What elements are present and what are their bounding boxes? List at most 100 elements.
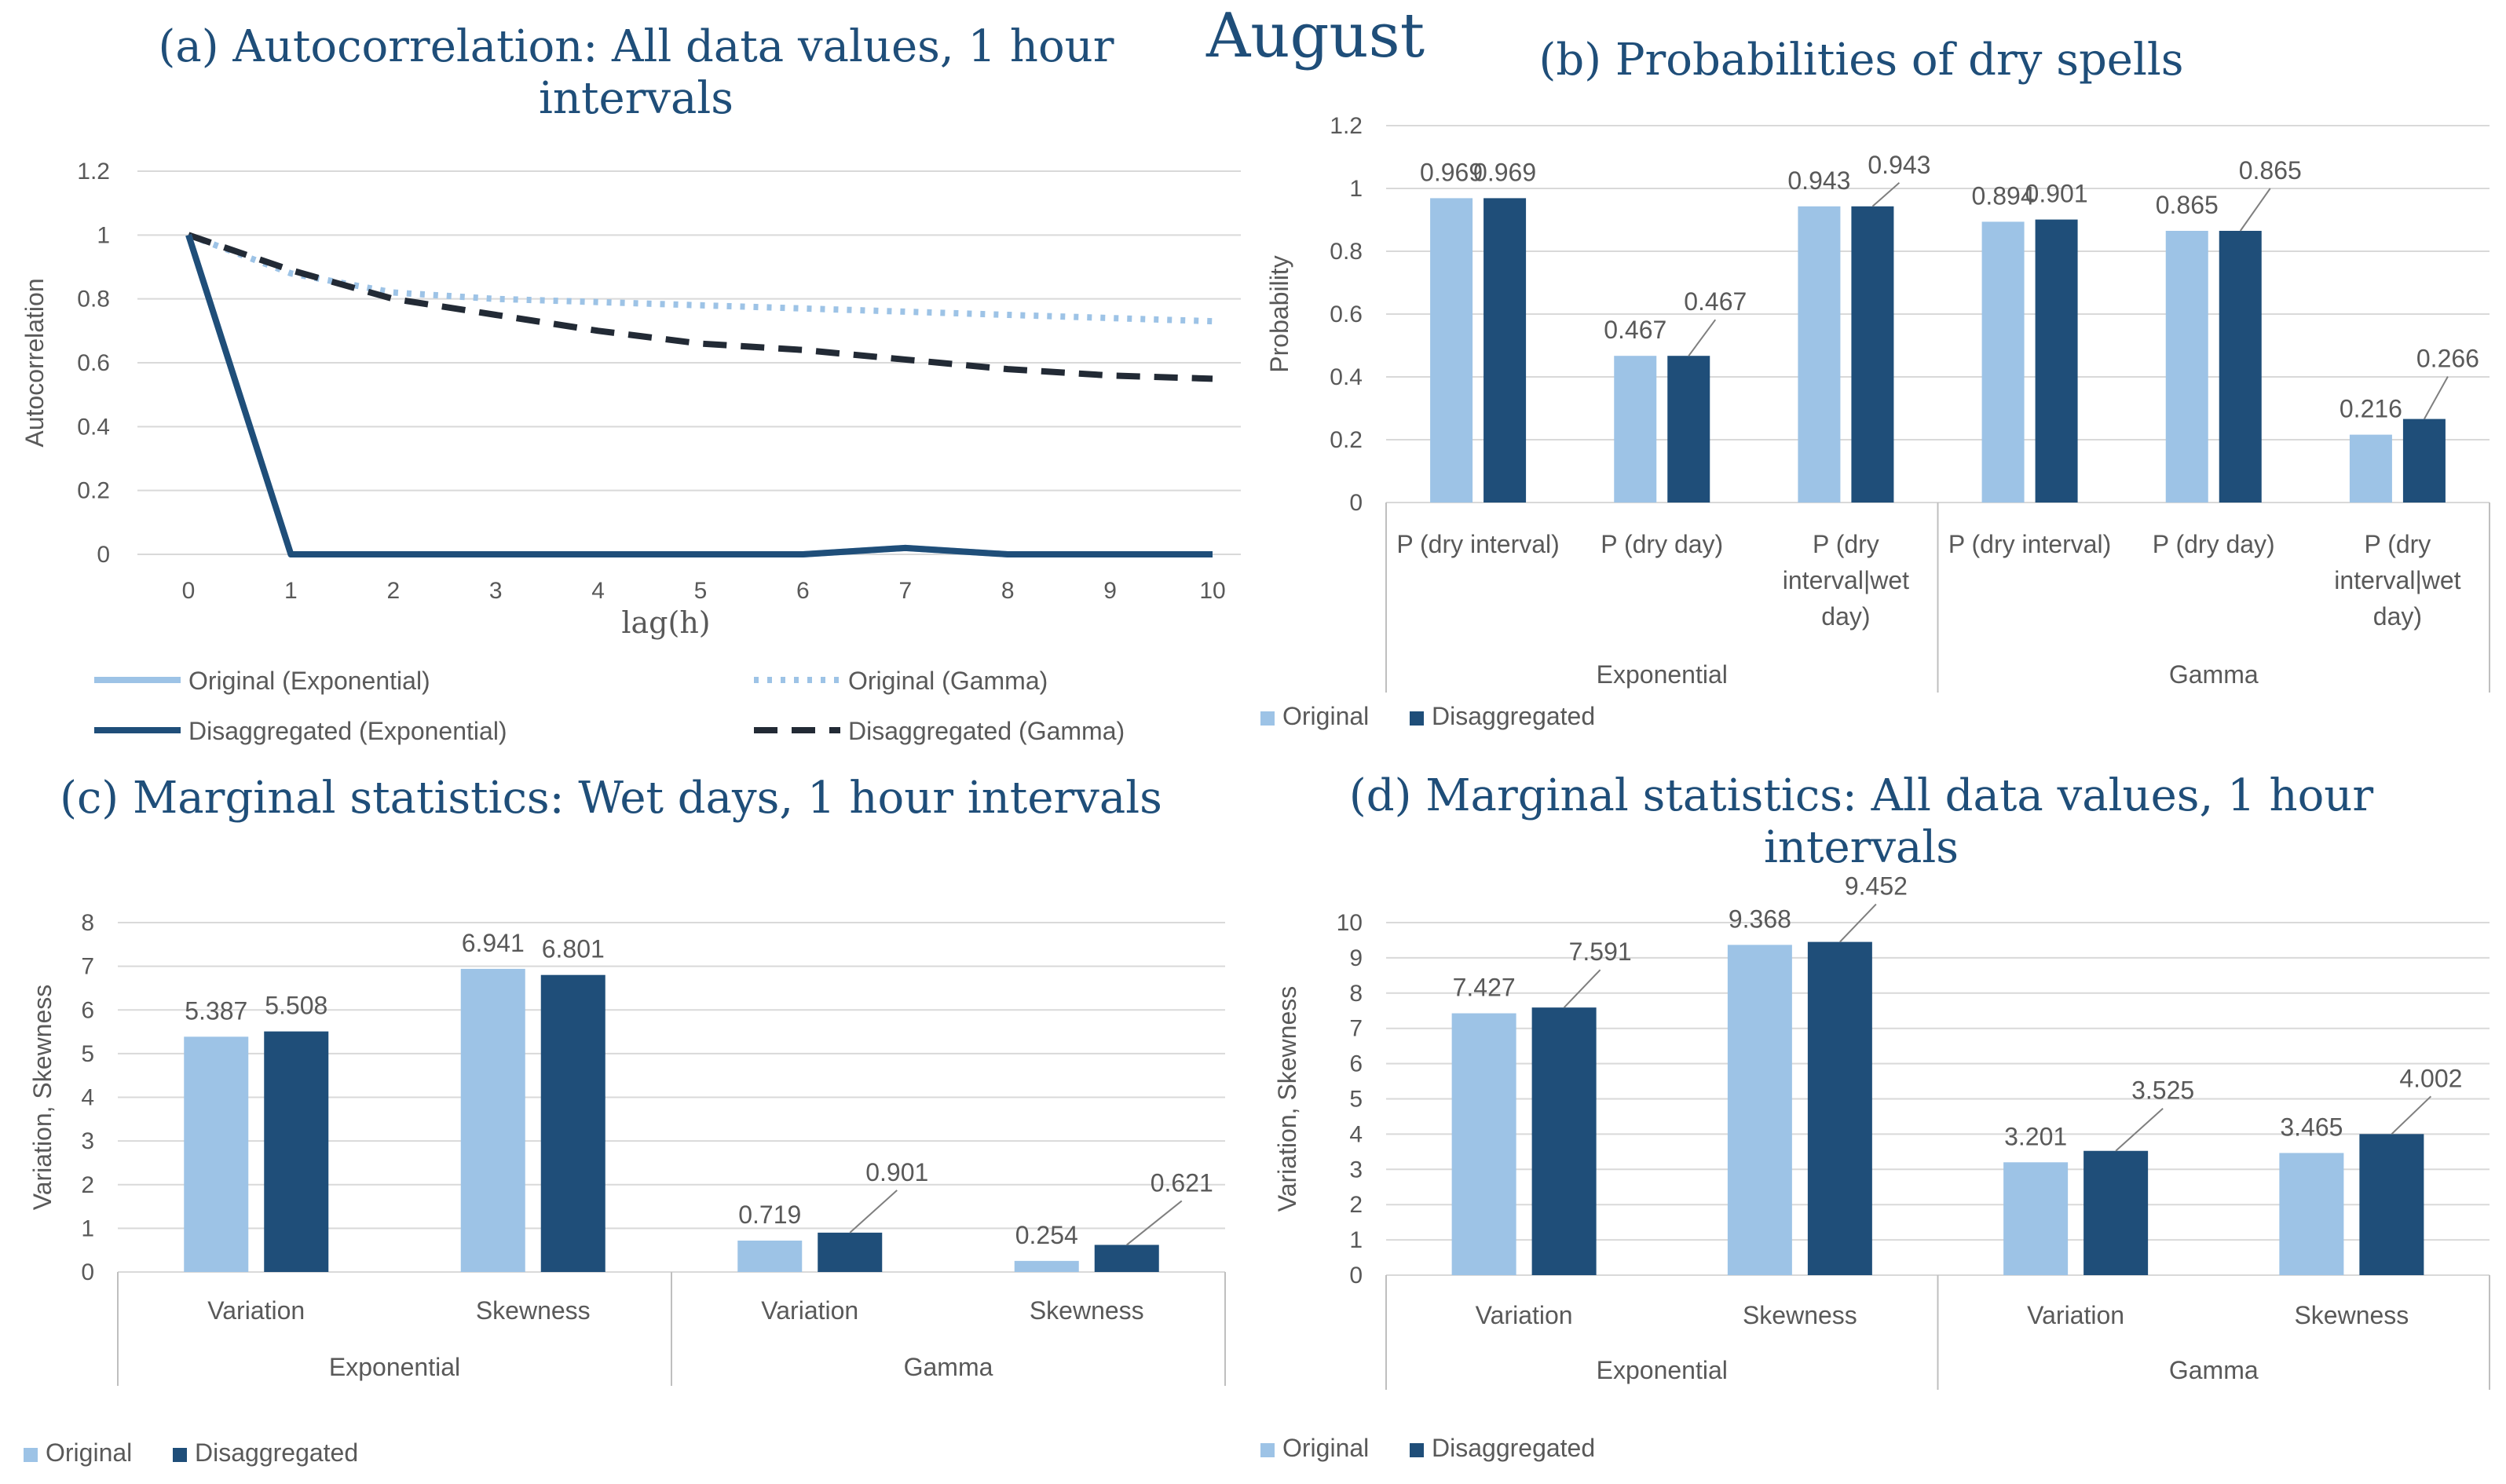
data-label: 0.621 bbox=[1151, 1168, 1213, 1197]
y-axis-label: Variation, Skewness bbox=[1273, 986, 1301, 1212]
month-title: August bbox=[1205, 1, 1425, 71]
bar-disaggregated bbox=[1667, 356, 1710, 503]
bar-original bbox=[1014, 1260, 1079, 1272]
y-tick-label: 0.6 bbox=[77, 350, 110, 376]
category-label: P (dry day) bbox=[1601, 530, 1723, 558]
data-label-leader bbox=[1688, 319, 1717, 356]
chart-title-line: intervals bbox=[539, 73, 734, 124]
y-tick-label: 0.8 bbox=[77, 287, 110, 313]
bar-disaggregated bbox=[1531, 1007, 1597, 1275]
data-label-leader bbox=[2239, 188, 2271, 232]
y-axis-label: Variation, Skewness bbox=[28, 985, 57, 1211]
legend-label: Original bbox=[46, 1438, 132, 1467]
y-tick-label: 7 bbox=[81, 954, 94, 980]
data-label-leader bbox=[849, 1190, 898, 1234]
data-label: 0.216 bbox=[2340, 395, 2402, 423]
data-label: 4.002 bbox=[2399, 1064, 2462, 1092]
chart-title-line: (a) Autocorrelation: All data values, 1 … bbox=[158, 21, 1114, 72]
legend-swatch bbox=[1260, 1443, 1275, 1457]
category-label: interval|wet bbox=[2334, 566, 2460, 594]
category-label: P (dry day) bbox=[2153, 530, 2275, 558]
y-tick-label: 10 bbox=[1337, 910, 1363, 936]
chart-a-autocorrelation: (a) Autocorrelation: All data values, 1 … bbox=[20, 21, 1241, 745]
y-tick-label: 3 bbox=[81, 1128, 94, 1154]
y-tick-label: 0.8 bbox=[1330, 239, 1363, 265]
category-label: P (dry interval) bbox=[1396, 530, 1559, 558]
legend-label: Disaggregated bbox=[195, 1438, 358, 1467]
y-tick-label: 1 bbox=[1349, 176, 1363, 202]
category-label: Variation bbox=[761, 1296, 858, 1325]
category-label: interval|wet bbox=[1783, 566, 1909, 594]
data-label: 7.427 bbox=[1453, 974, 1516, 1002]
bar-disaggregated bbox=[264, 1031, 329, 1272]
x-tick-label: 8 bbox=[1001, 578, 1015, 604]
group-label: Gamma bbox=[2169, 660, 2259, 689]
chart-title-line: (d) Marginal statistics: All data values… bbox=[1349, 770, 2373, 821]
y-tick-label: 5 bbox=[1349, 1087, 1363, 1113]
data-label: 0.894 bbox=[1972, 181, 2035, 210]
y-tick-label: 1.2 bbox=[1330, 113, 1363, 139]
bar-disaggregated bbox=[2035, 219, 2078, 503]
data-label: 0.719 bbox=[738, 1201, 801, 1229]
data-label: 0.266 bbox=[2416, 345, 2479, 373]
chart-title-line: intervals bbox=[1764, 822, 1959, 873]
chart-b-dry-spells: (b) Probabilities of dry spells 0 0.2 0.4 0.… bbox=[1260, 35, 2490, 730]
data-label-leader bbox=[2424, 376, 2449, 420]
bar-original bbox=[1798, 206, 1841, 503]
bar-original bbox=[1614, 356, 1657, 503]
legend-swatch bbox=[1410, 711, 1424, 726]
group-label: Exponential bbox=[1597, 660, 1728, 689]
data-label: 3.525 bbox=[2131, 1076, 2194, 1105]
category-label: Skewness bbox=[1030, 1296, 1144, 1325]
x-tick-label: 4 bbox=[591, 578, 605, 604]
data-label: 6.801 bbox=[542, 935, 605, 963]
legend-label: Disaggregated (Exponential) bbox=[188, 717, 507, 745]
y-tick-label: 8 bbox=[81, 910, 94, 936]
data-label: 0.254 bbox=[1015, 1221, 1078, 1249]
bar-original bbox=[737, 1241, 803, 1272]
category-label: Variation bbox=[2027, 1301, 2124, 1329]
data-label: 6.941 bbox=[462, 929, 525, 957]
chart-d-all-values: (d) Marginal statistics: All data values… bbox=[1260, 770, 2490, 1462]
x-tick-label: 5 bbox=[694, 578, 708, 604]
data-label: 3.201 bbox=[2004, 1122, 2067, 1150]
legend-label: Disaggregated bbox=[1432, 702, 1595, 730]
y-tick-label: 4 bbox=[81, 1085, 94, 1111]
data-label-leader bbox=[2391, 1095, 2432, 1135]
category-label: Skewness bbox=[1743, 1301, 1857, 1329]
data-label-leader bbox=[1563, 969, 1601, 1008]
bar-original bbox=[460, 968, 525, 1272]
legend-swatch bbox=[24, 1448, 38, 1462]
category-label: day) bbox=[2373, 602, 2422, 631]
data-label: 0.901 bbox=[2025, 180, 2088, 208]
y-tick-label: 0.6 bbox=[1330, 302, 1363, 327]
bar-disaggregated bbox=[2083, 1150, 2149, 1275]
data-label: 0.901 bbox=[865, 1158, 928, 1186]
y-tick-label: 3 bbox=[1349, 1157, 1363, 1182]
data-label: 0.943 bbox=[1868, 151, 1930, 179]
data-label: 0.943 bbox=[1787, 166, 1850, 195]
y-tick-label: 0 bbox=[1349, 490, 1363, 516]
chart-c-wet-days: (c) Marginal statistics: Wet days, 1 hou… bbox=[24, 773, 1226, 1467]
y-tick-label: 9 bbox=[1349, 945, 1363, 971]
data-label-leader bbox=[1126, 1200, 1183, 1246]
y-tick-label: 0 bbox=[1349, 1263, 1363, 1288]
category-label: Skewness bbox=[476, 1296, 591, 1325]
group-label: Gamma bbox=[2169, 1356, 2259, 1384]
data-label: 5.508 bbox=[265, 992, 327, 1020]
data-label: 0.467 bbox=[1684, 287, 1747, 316]
x-tick-label: 6 bbox=[796, 578, 810, 604]
data-label: 0.969 bbox=[1473, 158, 1536, 186]
y-tick-label: 7 bbox=[1349, 1016, 1363, 1042]
x-tick-label: 10 bbox=[1199, 578, 1225, 604]
data-label: 5.387 bbox=[185, 996, 247, 1025]
y-tick-label: 1 bbox=[1349, 1227, 1363, 1253]
legend-label: Disaggregated (Gamma) bbox=[848, 717, 1125, 745]
data-label: 0.467 bbox=[1604, 316, 1666, 344]
bar-original bbox=[2003, 1162, 2069, 1275]
bar-disaggregated bbox=[2219, 231, 2262, 503]
group-label: Gamma bbox=[904, 1353, 993, 1381]
bar-disaggregated bbox=[1094, 1245, 1159, 1272]
y-tick-label: 2 bbox=[1349, 1192, 1363, 1218]
series-line-solid-dark bbox=[185, 234, 1213, 557]
